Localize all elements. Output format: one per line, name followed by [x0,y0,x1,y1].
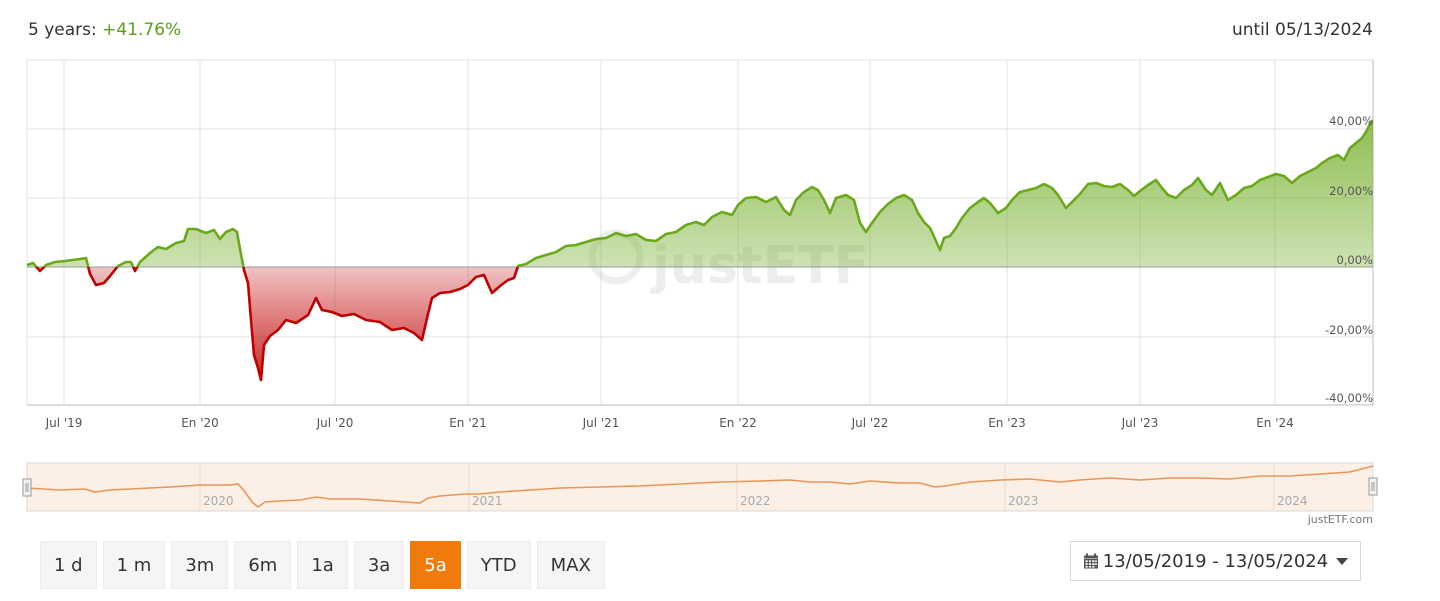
range-button-6m[interactable]: 6m [234,541,292,589]
y-tick: 40,00% [1329,114,1373,128]
y-tick: 20,00% [1329,184,1373,198]
x-tick: Jul '21 [582,416,620,430]
range-button-group: 1 d 1 m 3m 6m 1a 3a 5a YTD MAX [40,541,605,589]
period-return-value: +41.76% [102,20,182,40]
range-button-max[interactable]: MAX [536,541,605,589]
y-tick: 0,00% [1336,253,1373,267]
x-tick: Jul '20 [316,416,354,430]
performance-series [27,119,1373,382]
calendar-icon [1083,553,1098,569]
x-tick: Jul '19 [45,416,83,430]
svg-text:2024: 2024 [1277,494,1308,508]
svg-text:2020: 2020 [203,494,234,508]
x-tick: En '24 [1256,416,1294,430]
svg-text:2022: 2022 [740,494,771,508]
until-date-label: until 05/13/2024 [1231,20,1373,40]
navigator-left-handle[interactable] [22,478,32,497]
x-tick: Jul '22 [851,416,889,430]
y-axis-labels: 40,00% 20,00% 0,00% -20,00% -40,00% [1325,114,1373,405]
x-tick: Jul '23 [1121,416,1159,430]
navigator[interactable]: 2020 2021 2022 2023 2024 [22,462,1378,512]
performance-chart[interactable]: justETF 40,00% 20,00% 0,00% -20,00% -40,… [0,0,1440,530]
y-tick: -40,00% [1325,391,1373,405]
range-button-1d[interactable]: 1 d [40,541,97,589]
range-button-5a[interactable]: 5a [410,541,461,589]
svg-text:2023: 2023 [1008,494,1039,508]
credit-link[interactable]: justETF.com [1307,513,1373,526]
navigator-year-labels: 2020 2021 2022 2023 2024 [203,494,1308,508]
svg-text:2021: 2021 [472,494,503,508]
date-range-picker[interactable]: 13/05/2019 - 13/05/2024 [1070,541,1361,581]
range-button-ytd[interactable]: YTD [466,541,531,589]
y-tick: -20,00% [1325,323,1373,337]
range-button-1m[interactable]: 1 m [102,541,166,589]
navigator-series [26,465,1374,509]
x-tick: En '20 [181,416,219,430]
caret-down-icon [1336,557,1349,565]
x-tick: En '23 [988,416,1026,430]
period-return-header: 5 years: +41.76% [28,20,181,40]
x-tick: En '22 [719,416,757,430]
range-button-3a[interactable]: 3a [353,541,405,589]
x-tick: En '21 [449,416,487,430]
period-label: 5 years: [28,20,97,40]
x-axis-labels: Jul '19 En '20 Jul '20 En '21 Jul '21 En… [45,416,1294,430]
range-button-1a[interactable]: 1a [297,541,348,589]
date-range-value: 13/05/2019 - 13/05/2024 [1102,550,1329,572]
navigator-right-handle[interactable] [1368,477,1378,496]
range-button-3m[interactable]: 3m [171,541,229,589]
